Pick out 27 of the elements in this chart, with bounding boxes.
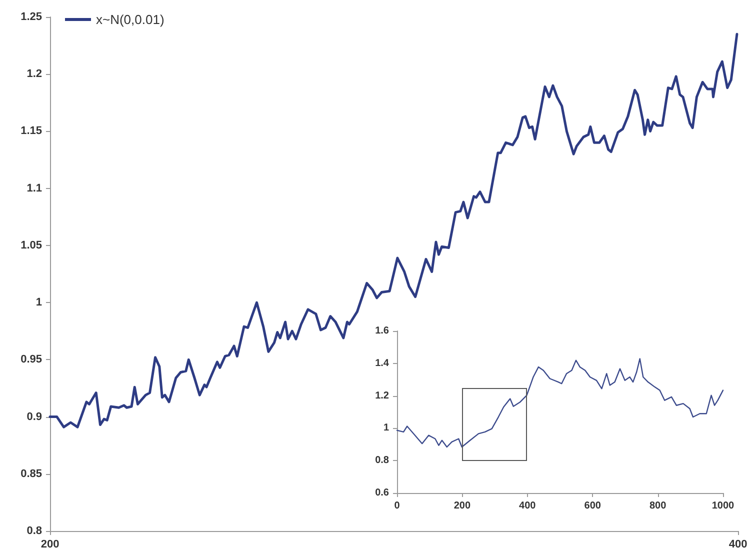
y-tick-label: 0.6: [375, 488, 390, 498]
x-tick-label: 400: [728, 538, 748, 550]
y-tick-label: 0.9: [26, 410, 42, 423]
y-tick-label: 1.1: [26, 182, 42, 194]
line-series: [396, 358, 724, 448]
x-tick-label: 800: [649, 500, 667, 512]
line-series: [48, 32, 738, 428]
y-tick-label: 1: [383, 422, 390, 434]
y-tick-label: 0.8: [375, 455, 390, 466]
y-tick-label: 1.15: [20, 125, 42, 138]
y-tick-label: 1.25: [20, 11, 42, 23]
y-tick-label: 0.85: [20, 468, 42, 480]
y-tick-label: 1.2: [26, 68, 42, 80]
y-tick-label: 1.05: [20, 239, 42, 252]
x-tick-label: 200: [454, 500, 471, 512]
x-tick-label: 200: [40, 538, 60, 550]
x-tick-label: 1000: [712, 500, 735, 512]
legend-label: x~N(0,0.01): [96, 12, 164, 27]
y-tick-label: 0.95: [20, 354, 42, 366]
y-tick-label: 0.8: [26, 525, 42, 537]
y-tick-label: 1.6: [375, 326, 390, 336]
x-tick-label: 400: [519, 500, 536, 512]
x-tick-label: 600: [584, 500, 602, 512]
x-tick-label: 0: [394, 500, 400, 512]
y-tick-label: 1.4: [375, 358, 390, 369]
y-tick-label: 1.2: [375, 390, 390, 402]
y-tick-label: 1: [36, 296, 42, 309]
